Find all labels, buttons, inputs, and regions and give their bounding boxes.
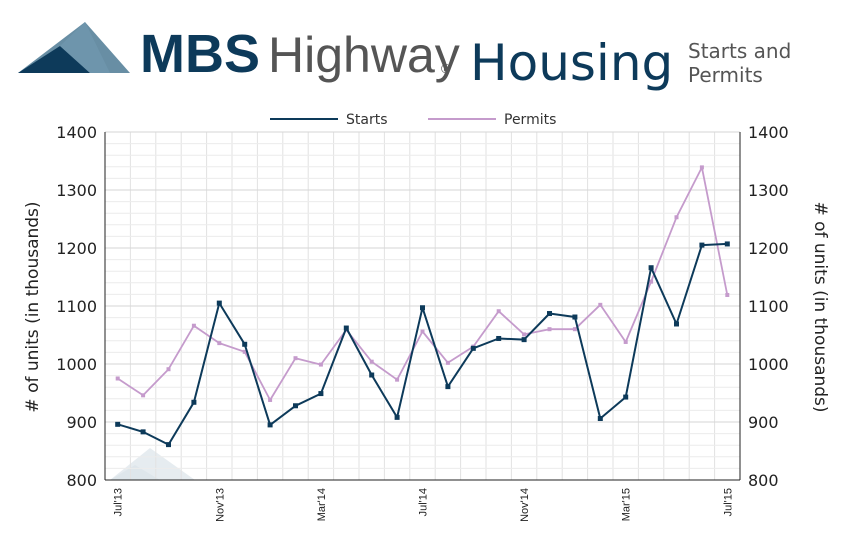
data-point-permits [268, 397, 273, 402]
y-tick-label-right: 1400 [748, 123, 789, 142]
brand-subtitle-line1: Starts and [688, 39, 791, 63]
y-tick-label-right: 1000 [748, 355, 789, 374]
data-point-starts [293, 403, 298, 409]
brand-mbs: MBS [140, 24, 260, 84]
brand-housing-title: Housing [470, 34, 673, 92]
data-point-starts [470, 345, 476, 351]
legend: Starts Permits [270, 112, 556, 128]
x-tick-label: Mar'14 [316, 488, 328, 521]
x-tick-label: Jul'15 [722, 488, 734, 516]
y-tick-label-right: 900 [748, 413, 779, 432]
data-point-starts [191, 399, 197, 405]
x-tick-label: Nov'13 [214, 488, 226, 522]
data-point-permits [725, 292, 730, 297]
data-point-starts [394, 414, 400, 420]
y-tick-label-left: 1000 [56, 355, 97, 374]
data-point-permits [572, 327, 577, 332]
data-point-permits [699, 165, 704, 170]
data-point-starts [648, 265, 654, 271]
data-point-permits [115, 376, 120, 381]
y-tick-label-left: 800 [66, 471, 97, 490]
data-point-permits [293, 356, 298, 361]
x-tick-label: Nov'14 [519, 488, 531, 522]
data-point-starts [267, 422, 273, 428]
x-tick-label: Jul'13 [113, 488, 125, 516]
y-axis-label-right: # of units (in thousands) [810, 201, 830, 412]
data-point-permits [420, 329, 425, 334]
data-point-permits [674, 215, 679, 220]
data-point-permits [141, 393, 146, 398]
data-point-permits [598, 302, 603, 307]
data-point-permits [445, 360, 450, 365]
data-point-starts [369, 372, 375, 378]
y-tick-label-left: 1100 [56, 297, 97, 316]
legend-starts-label: Starts [346, 112, 388, 128]
data-point-permits [242, 349, 247, 354]
brand-subtitle-line2: Permits [688, 63, 763, 87]
brand-registered-mark: ® [441, 61, 451, 76]
series-group [115, 165, 730, 448]
data-point-permits [318, 362, 323, 367]
data-point-starts [496, 335, 502, 341]
data-point-permits [496, 309, 501, 314]
y-tick-label-right: 800 [748, 471, 779, 490]
data-point-starts [674, 321, 679, 327]
y-tick-label-left: 1400 [56, 123, 97, 142]
data-point-permits [166, 367, 171, 372]
data-point-starts [318, 391, 324, 397]
y-tick-label-right: 1200 [748, 239, 789, 258]
brand-highway: Highway [268, 27, 460, 83]
data-point-starts [623, 394, 629, 400]
data-point-permits [649, 279, 654, 284]
data-point-starts [216, 300, 222, 306]
data-point-permits [395, 377, 400, 382]
x-tick-label: Mar'15 [621, 488, 633, 521]
data-point-starts [445, 384, 451, 390]
data-point-starts [572, 314, 578, 320]
data-point-permits [522, 332, 527, 337]
data-point-starts [166, 442, 171, 448]
data-point-starts [115, 421, 121, 427]
series-line-starts [117, 242, 728, 446]
data-point-permits [191, 323, 196, 328]
mbs-logo-mark [18, 22, 130, 73]
plot-grid [104, 131, 741, 481]
tick-labels: 800 800 900 900 1000 1000 1100 1100 1200 1200 1300… [56, 123, 788, 522]
data-point-permits [369, 359, 374, 364]
data-point-starts [343, 325, 349, 331]
data-point-starts [420, 305, 425, 311]
data-point-starts [699, 242, 705, 248]
watermark-mark [110, 448, 195, 480]
data-point-starts [547, 311, 552, 317]
data-point-starts [242, 341, 248, 347]
y-tick-label-left: 1300 [56, 181, 97, 200]
data-point-starts [140, 429, 146, 435]
y-axis-label-left: # of units (in thousands) [23, 201, 43, 412]
plot-axes [104, 132, 741, 481]
data-point-permits [547, 327, 552, 332]
data-point-permits [623, 339, 628, 344]
x-tick-label: Jul'14 [418, 488, 430, 516]
data-point-starts [724, 241, 730, 247]
data-point-starts [597, 416, 603, 422]
series-line-permits [117, 166, 729, 401]
y-tick-label-right: 1300 [748, 181, 789, 200]
y-tick-label-right: 1100 [748, 297, 789, 316]
data-point-permits [217, 341, 222, 346]
y-tick-label-left: 900 [66, 413, 97, 432]
legend-permits-label: Permits [504, 112, 556, 128]
data-point-starts [521, 337, 527, 343]
y-tick-label-left: 1200 [56, 239, 97, 258]
